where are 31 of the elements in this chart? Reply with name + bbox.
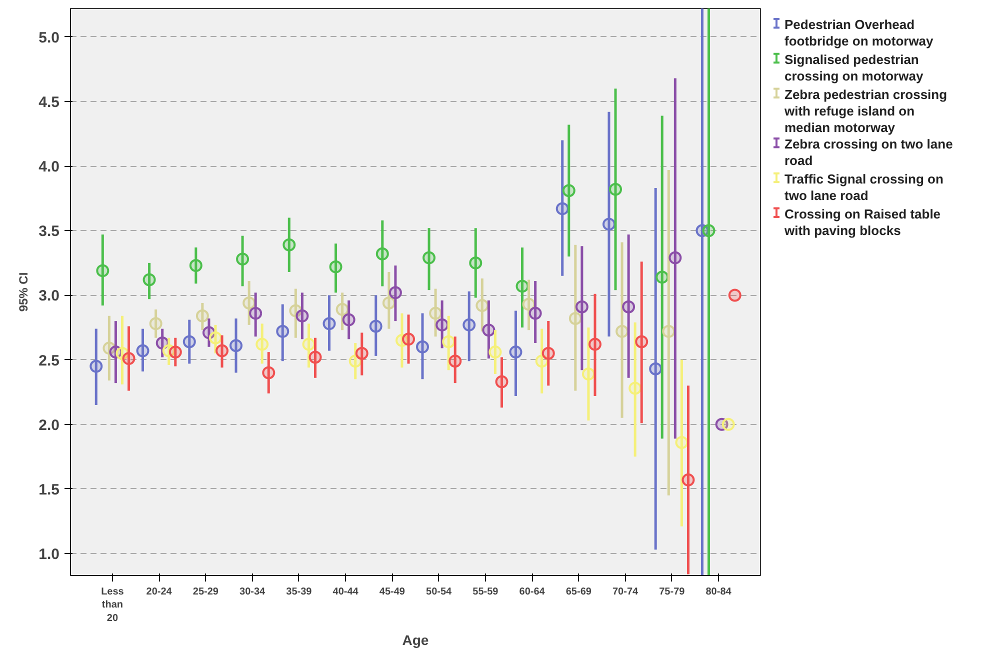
x-tick-label: 75-79 <box>659 586 686 598</box>
legend-label: Pedestrian Overhead footbridge on motorway <box>784 17 934 49</box>
legend-label: Traffic Signal crossing on two lane road <box>784 172 944 204</box>
x-tick-label: 65-69 <box>566 586 592 598</box>
x-tick-label: 40-44 <box>332 586 359 598</box>
y-tick-label: 2.5 <box>38 352 60 370</box>
y-tick-label: 2.0 <box>38 416 60 434</box>
y-tick-label: 3.0 <box>38 288 60 305</box>
x-tick-label: 50-54 <box>426 586 452 598</box>
x-tick-label: Less than 20 <box>101 586 124 624</box>
legend-label: Zebra pedestrian crossing with refuge island on median motorway <box>784 87 948 136</box>
x-tick-label: 35-39 <box>286 586 312 598</box>
legend-label: Crossing on Raised table with paving blocks <box>784 206 941 238</box>
x-tick-label: 20-24 <box>146 586 172 598</box>
y-tick-label: 1.5 <box>38 481 60 498</box>
y-axis-title: 95% CI <box>16 272 31 312</box>
y-tick-label: 3.5 <box>38 223 60 240</box>
x-tick-label: 60-64 <box>519 586 546 598</box>
x-tick-label: 80-84 <box>706 586 732 598</box>
legend-label: Zebra crossing on two lane road <box>784 136 953 168</box>
x-tick-label: 45-49 <box>379 586 406 598</box>
y-tick-label: 5.0 <box>38 29 60 46</box>
x-axis-title: Age <box>402 632 429 648</box>
x-tick-label: 55-59 <box>472 586 499 598</box>
x-tick-label: 70-74 <box>612 586 639 598</box>
x-tick-label: 25-29 <box>192 586 219 598</box>
y-tick-label: 4.5 <box>38 94 60 111</box>
y-tick-label: 4.0 <box>38 158 60 176</box>
y-tick-label: 1.0 <box>38 546 60 564</box>
legend-label: Signalised pedestrian crossing on motorway <box>784 52 924 84</box>
x-tick-label: 30-34 <box>240 586 266 598</box>
